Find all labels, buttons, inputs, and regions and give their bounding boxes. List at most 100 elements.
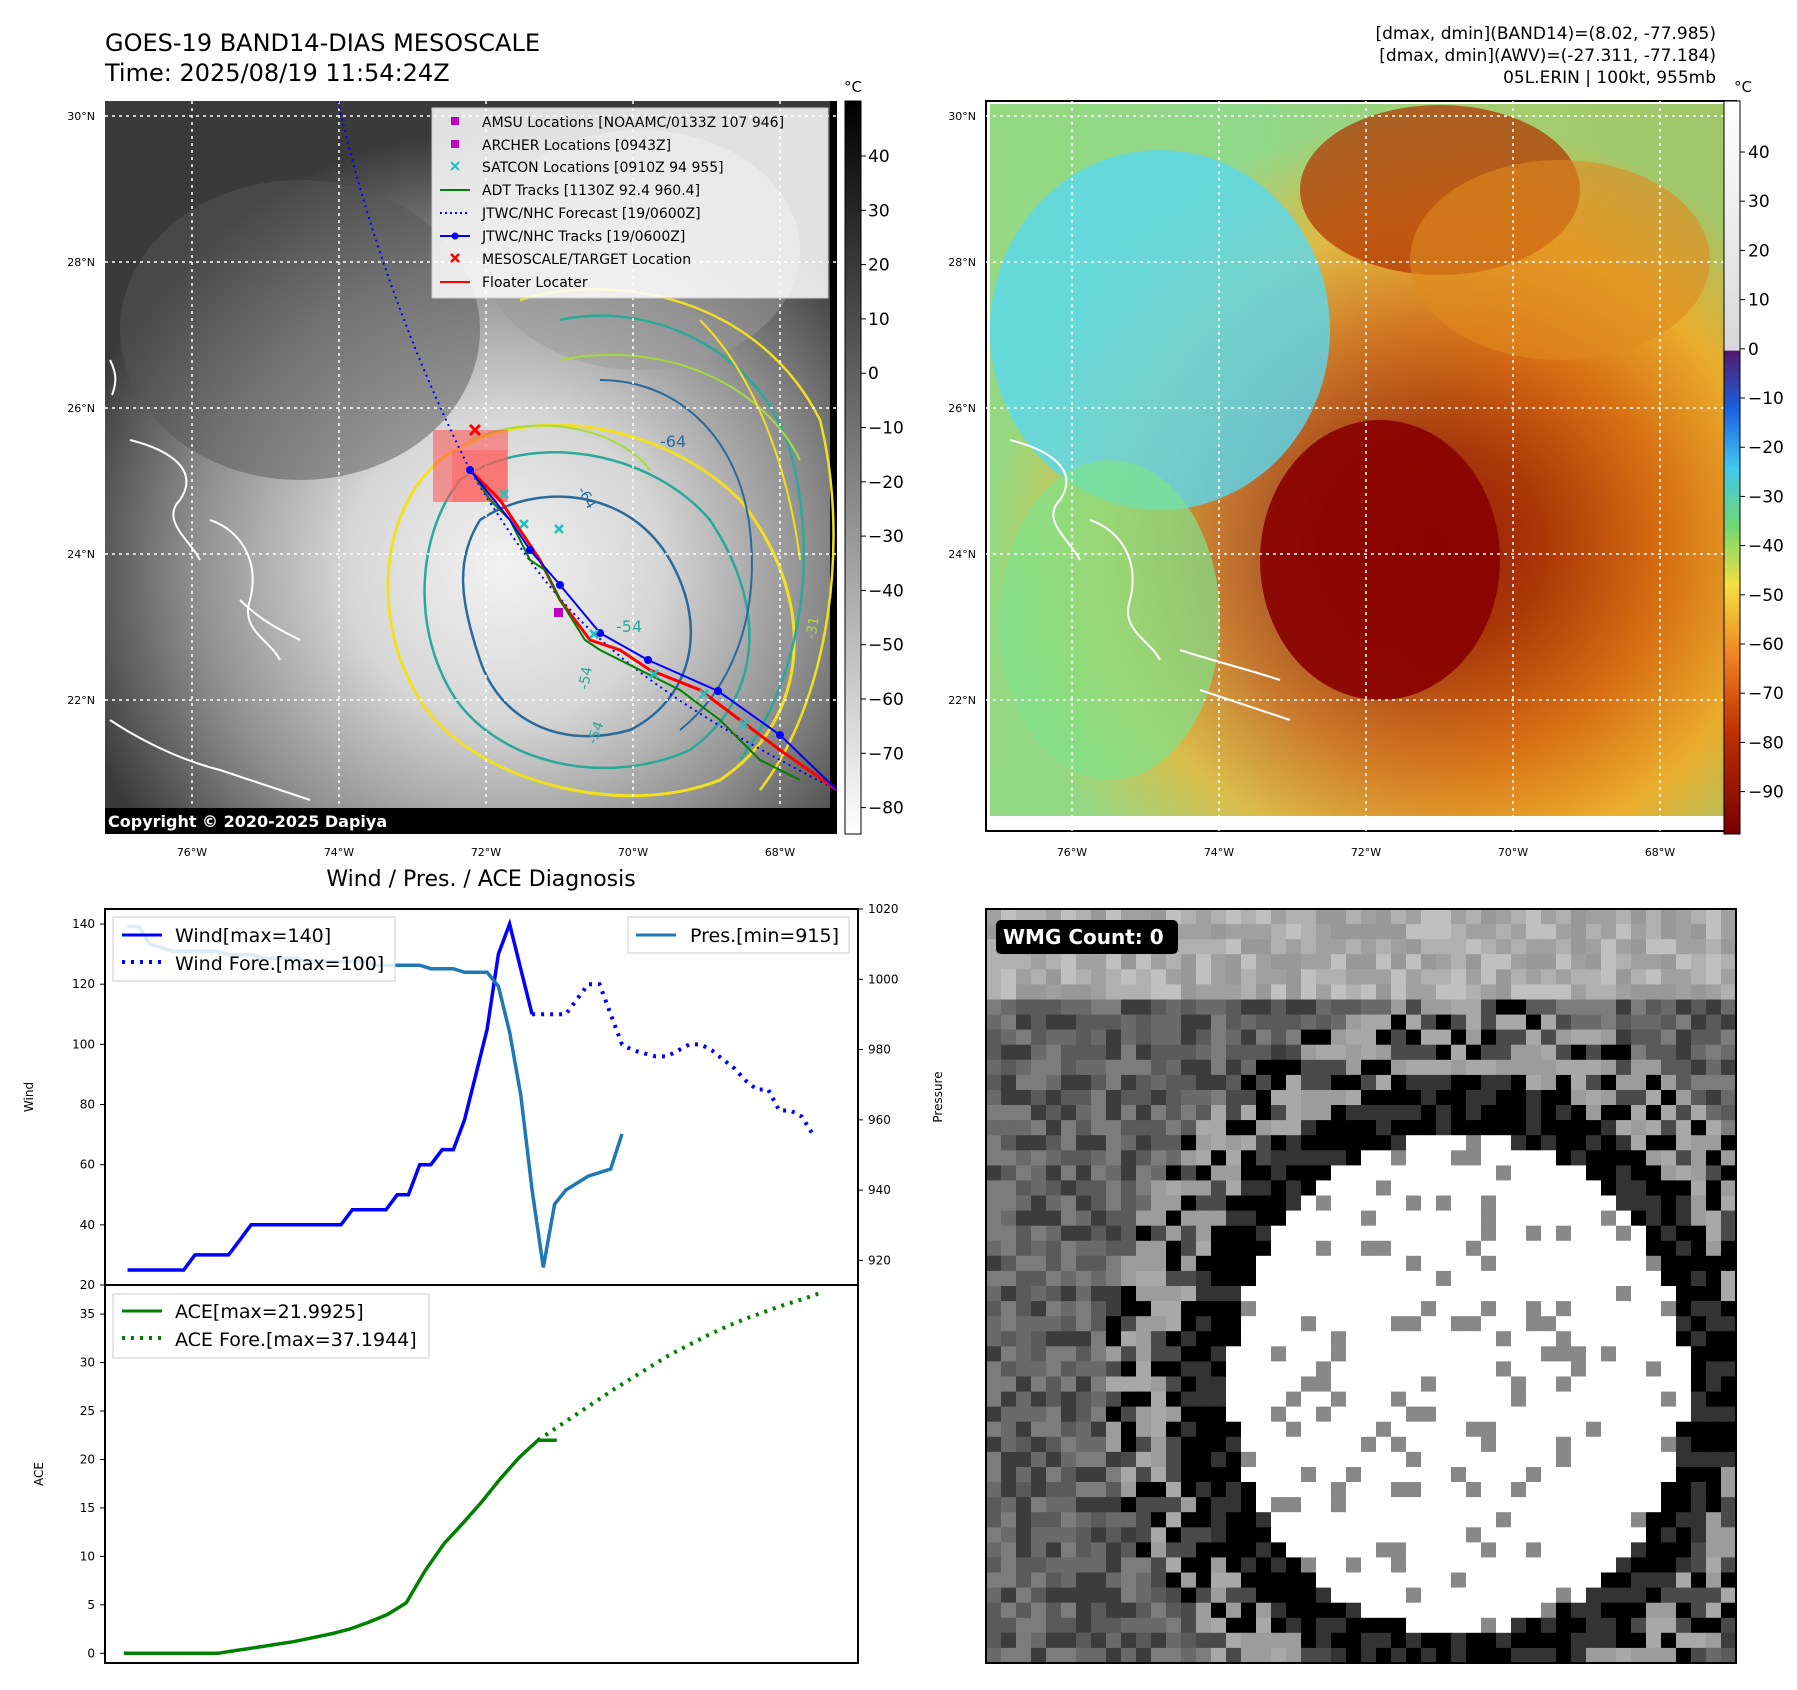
colorbar-tick-label: −80 — [1748, 733, 1784, 753]
map-ir-panel: -64 -64 -54 -54 -54 -31 Copyright © 2020… — [67, 101, 837, 859]
svg-text:74°W: 74°W — [324, 846, 354, 859]
colorbar-tick-label: −90 — [1748, 783, 1784, 803]
map-color-panel: 30°N 28°N 26°N 24°N 22°N 76°W 74°W 72°W … — [948, 100, 1737, 859]
colorbar-color: °C 40 30 20 10 0 −10 −20 −30 −40 −50 −60 −70 −80 −90 — [1723, 78, 1784, 835]
colorbar-tick-label: 20 — [1748, 241, 1770, 261]
colorbar-gray: °C 40 30 20 10 0 −10 −20 −30 −40 −50 −60 −70 −80 — [844, 78, 904, 835]
pressure-ytick-label: 960 — [868, 1113, 891, 1127]
contour-label: -31 — [803, 615, 823, 640]
colorbar-tick-label: −30 — [1748, 487, 1784, 507]
map1-lat-labels: 30°N 28°N 26°N 24°N 22°N — [67, 110, 95, 707]
wmg-panel: WMG Count: 0 — [985, 908, 1737, 1664]
ace-ytick-label: 0 — [87, 1646, 95, 1660]
ace-ytick-label: 20 — [80, 1452, 95, 1466]
ace-ytick-label: 35 — [80, 1307, 95, 1321]
svg-text:76°W: 76°W — [1057, 846, 1087, 859]
svg-text:74°W: 74°W — [1204, 846, 1234, 859]
pressure-ytick-label: 920 — [868, 1253, 891, 1267]
info-line3: 05L.ERIN | 100kt, 955mb — [1503, 68, 1716, 88]
wind-ytick-label: 40 — [80, 1218, 95, 1232]
legend-label: ARCHER Locations [0943Z] — [482, 138, 671, 154]
legend-label: Wind Fore.[max=100] — [175, 953, 384, 975]
wind-ytick-label: 20 — [80, 1278, 95, 1292]
svg-text:68°W: 68°W — [1645, 846, 1675, 859]
svg-text:22°N: 22°N — [67, 694, 95, 707]
svg-text:70°W: 70°W — [618, 846, 648, 859]
wind-ytick-label: 120 — [72, 977, 95, 991]
contour-label: -64 — [660, 432, 686, 451]
colorbar-tick-label: −70 — [1748, 684, 1784, 704]
map2-coastlines — [1009, 439, 1291, 721]
svg-text:70°W: 70°W — [1498, 846, 1528, 859]
coastlines — [109, 359, 311, 801]
ace-ytick-label: 15 — [80, 1501, 95, 1515]
wind-panel-title: Wind / Pres. / ACE Diagnosis — [326, 867, 635, 892]
colorbar-tick-label: 30 — [868, 201, 890, 221]
wind-ylabel: Wind — [22, 1082, 36, 1112]
ace-series-line-1 — [536, 1291, 822, 1442]
svg-text:72°W: 72°W — [1351, 846, 1381, 859]
colorbar-tick-label: −70 — [868, 744, 904, 764]
colorbar-tick-label: −20 — [868, 473, 904, 493]
mesoscale-target-marker — [468, 423, 482, 437]
map2-lon-labels: 76°W 74°W 72°W 70°W 68°W — [1057, 846, 1675, 859]
ace-legend: ACE[max=21.9925] ACE Fore.[max=37.1944] — [112, 1293, 430, 1359]
svg-text:72°W: 72°W — [471, 846, 501, 859]
colorbar-tick-label: 40 — [1748, 143, 1770, 163]
ace-ytick-label: 30 — [80, 1356, 95, 1370]
series-line-1 — [532, 982, 815, 1136]
info-line2: [dmax, dmin](AWV)=(-27.311, -77.184) — [1379, 46, 1716, 66]
colorbar-tick-label: 20 — [868, 256, 890, 276]
jtwc-forecast-track — [337, 101, 837, 791]
contour-label: -54 — [585, 719, 608, 746]
wind-legend: Wind[max=140] Wind Fore.[max=100] — [112, 916, 396, 982]
colorbar-tick-label: −60 — [1748, 635, 1784, 655]
colorbar-tick-label: −60 — [868, 690, 904, 710]
legend-label: JTWC/NHC Forecast [19/0600Z] — [481, 206, 701, 222]
pressure-ytick-label: 1000 — [868, 972, 899, 986]
contour-label: -54 — [616, 617, 642, 636]
svg-text:24°N: 24°N — [948, 548, 976, 561]
legend-label: Wind[max=140] — [175, 925, 331, 947]
ace-series-line-0 — [123, 1438, 557, 1656]
jtwc-track-points — [466, 466, 784, 739]
contour-lines — [386, 287, 835, 798]
wind-ytick-label: 140 — [72, 917, 95, 931]
map2-grid — [986, 101, 1736, 831]
wind-ytick-label: 100 — [72, 1037, 95, 1051]
colorbar-unit: °C — [844, 78, 862, 96]
colorbar-tick-label: −50 — [868, 636, 904, 656]
colorbar-tick-label: −40 — [1748, 537, 1784, 557]
svg-text:22°N: 22°N — [948, 694, 976, 707]
svg-text:24°N: 24°N — [67, 548, 95, 561]
colorbar-tick-label: −10 — [868, 419, 904, 439]
map-legend: AMSU Locations [NOAAMC/0133Z 107 946] AR… — [431, 107, 829, 299]
colorbar-tick-label: −40 — [868, 581, 904, 601]
satcon-markers — [499, 489, 749, 729]
copyright-label: Copyright © 2020-2025 Dapiya — [108, 812, 387, 831]
title-line2: Time: 2025/08/19 11:54:24Z — [104, 59, 450, 87]
wmg-count-label: WMG Count: 0 — [1003, 925, 1164, 949]
svg-text:68°W: 68°W — [765, 846, 795, 859]
colorbar-tick-label: 10 — [868, 310, 890, 330]
legend-label: ACE[max=21.9925] — [175, 1301, 364, 1323]
legend-label: JTWC/NHC Tracks [19/0600Z] — [481, 229, 685, 245]
series-line-0 — [127, 918, 534, 1272]
svg-text:76°W: 76°W — [177, 846, 207, 859]
archer-marker — [554, 608, 563, 617]
legend-label: AMSU Locations [NOAAMC/0133Z 107 946] — [482, 115, 784, 131]
colorbar-tick-label: 40 — [868, 147, 890, 167]
legend-label: ADT Tracks [1130Z 92.4 960.4] — [482, 183, 700, 199]
colorbar-tick-label: −30 — [868, 527, 904, 547]
legend-label: ACE Fore.[max=37.1944] — [175, 1329, 417, 1351]
colorbar-tick-label: 30 — [1748, 192, 1770, 212]
svg-text:26°N: 26°N — [948, 402, 976, 415]
wind-pressure-chart: 20 40 60 80 100 120 140 920 940 960 980 1000 1020 W… — [22, 902, 945, 1292]
svg-text:28°N: 28°N — [67, 256, 95, 269]
colorbar-tick-label: −20 — [1748, 438, 1784, 458]
ace-ytick-label: 25 — [80, 1404, 95, 1418]
wind-ytick-label: 80 — [80, 1098, 95, 1112]
colorbar-unit: °C — [1734, 78, 1752, 96]
legend-label: Pres.[min=915] — [690, 925, 839, 947]
